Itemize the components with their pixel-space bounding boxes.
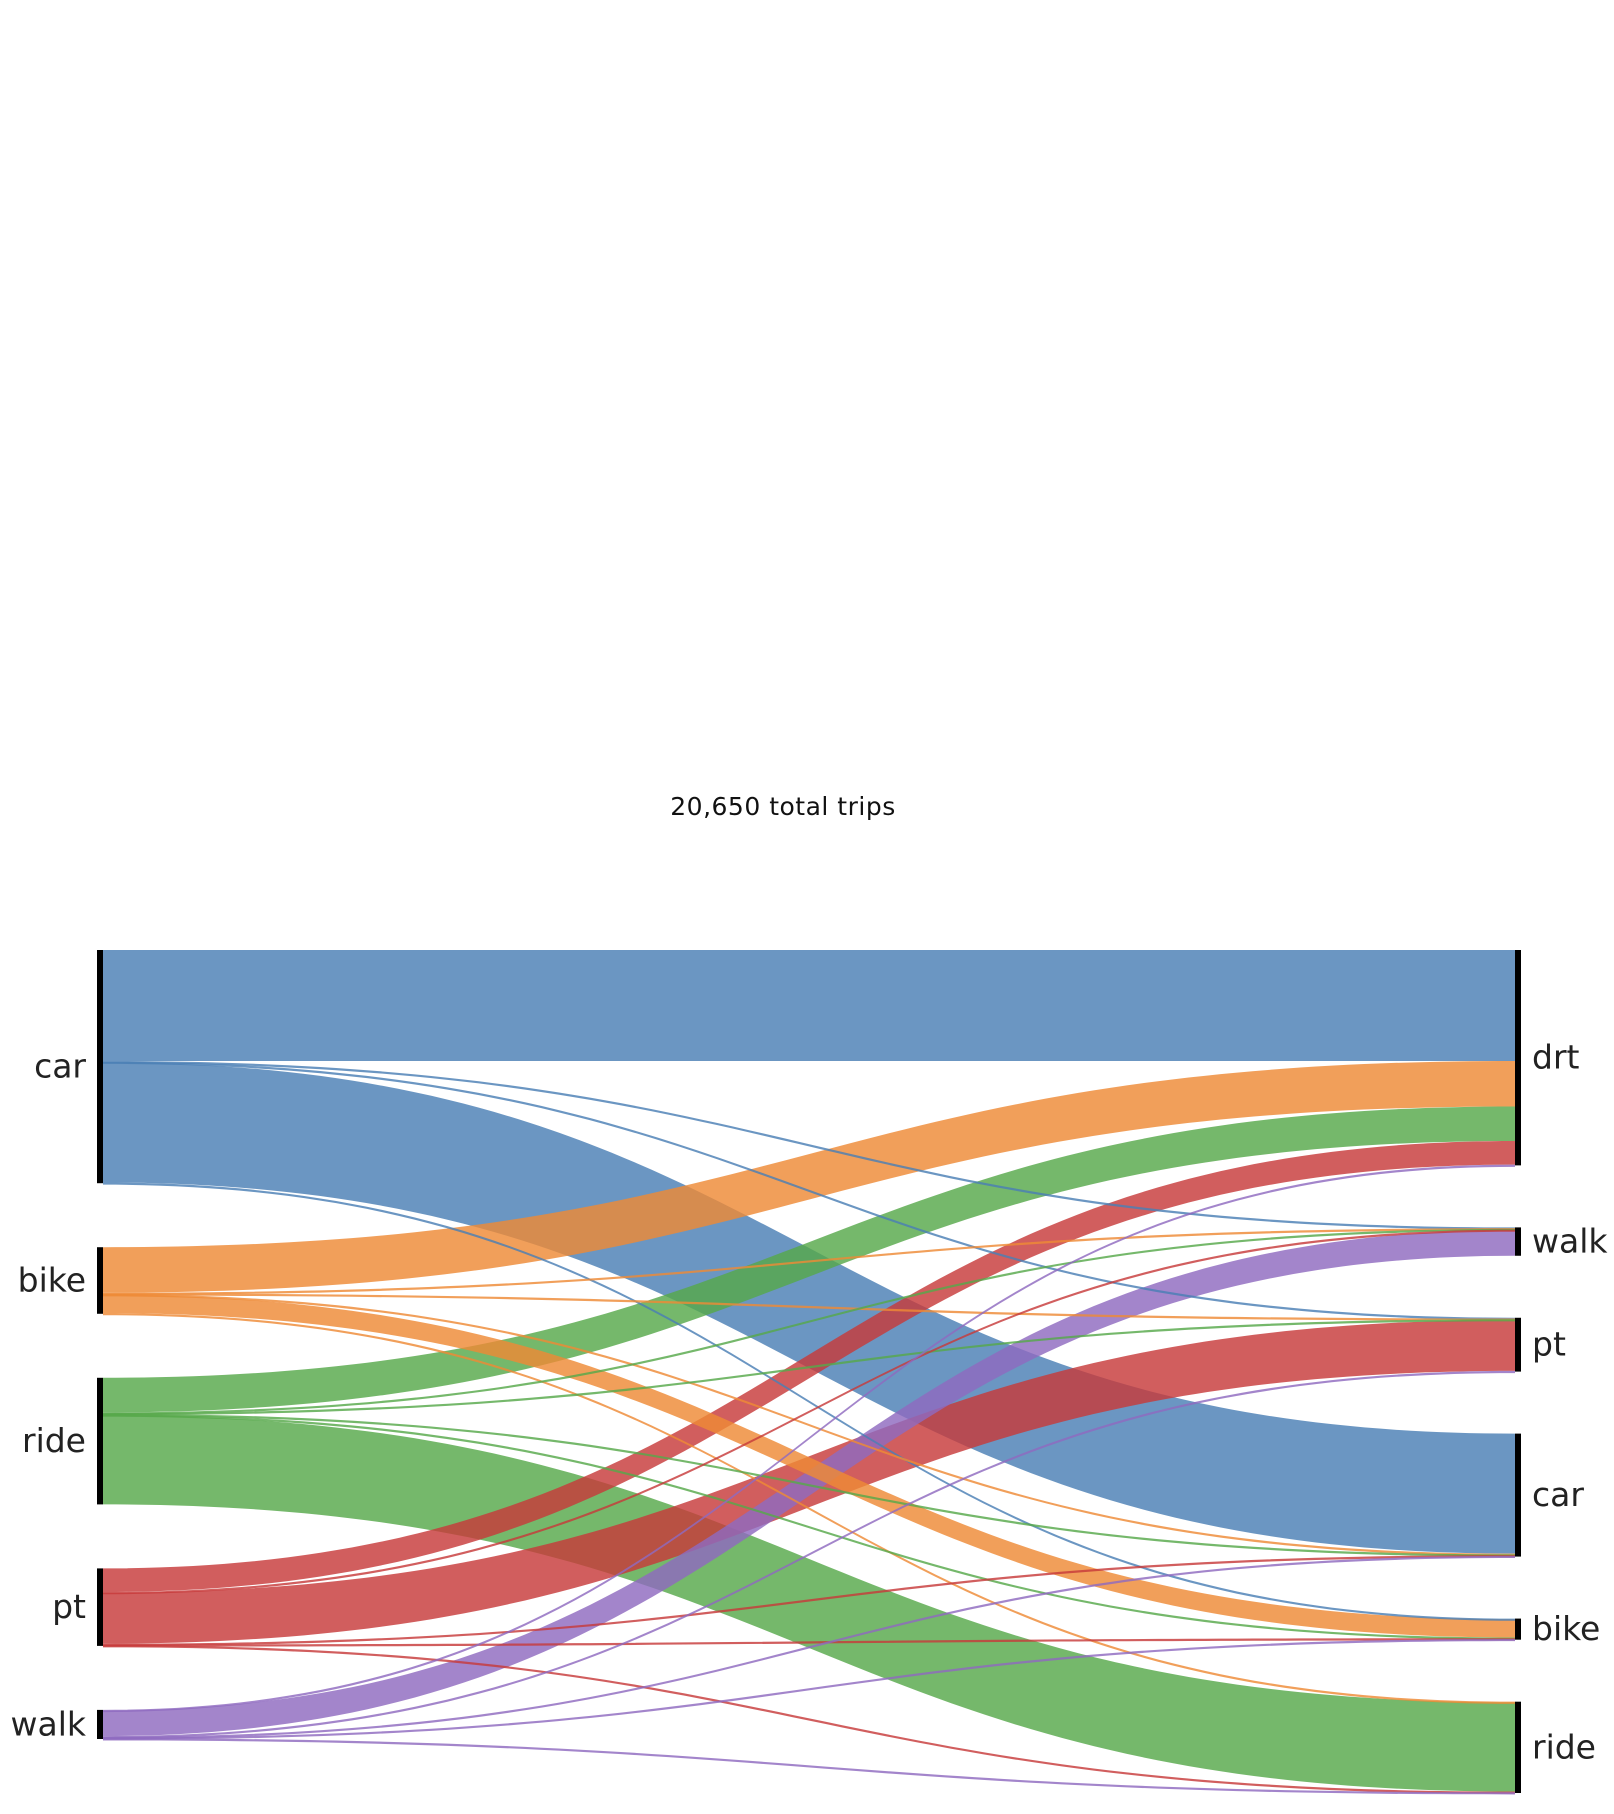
target-node-drt: [1515, 950, 1521, 1166]
link-bike-to-walk: [103, 1228, 1515, 1295]
target-node-ride: [1515, 1701, 1521, 1793]
link-walk-to-walk: [103, 1230, 1515, 1737]
chart-title: 20,650 total trips: [670, 792, 895, 821]
link-bike-to-bike: [103, 1294, 1515, 1638]
link-pt-to-car: [103, 1555, 1515, 1646]
link-walk-to-car: [103, 1555, 1515, 1740]
source-node-pt: [97, 1568, 103, 1646]
link-bike-to-car: [103, 1294, 1515, 1556]
target-label-car: car: [1532, 1475, 1584, 1514]
link-bike-to-ride: [103, 1313, 1515, 1704]
source-label-pt: pt: [52, 1587, 86, 1626]
link-pt-to-walk: [103, 1229, 1515, 1595]
source-node-car: [97, 950, 103, 1184]
source-node-walk: [97, 1709, 103, 1739]
link-bike-to-drt: [103, 1060, 1515, 1293]
link-car-to-pt: [103, 1061, 1515, 1320]
nodes-layer: [97, 950, 1521, 1793]
link-walk-to-drt: [103, 1164, 1515, 1713]
link-car-to-walk: [103, 1060, 1515, 1230]
source-label-ride: ride: [22, 1421, 86, 1460]
target-label-drt: drt: [1532, 1038, 1580, 1077]
link-pt-to-bike: [103, 1638, 1515, 1647]
target-node-bike: [1515, 1618, 1521, 1640]
links-layer: [103, 950, 1515, 1795]
target-label-pt: pt: [1532, 1325, 1566, 1364]
source-node-ride: [97, 1377, 103, 1505]
link-car-to-bike: [103, 1182, 1515, 1621]
link-car-to-drt: [103, 950, 1515, 1061]
link-ride-to-car: [103, 1413, 1515, 1557]
link-walk-to-ride: [103, 1738, 1515, 1795]
link-ride-to-pt: [103, 1319, 1515, 1416]
link-ride-to-drt: [103, 1106, 1515, 1413]
target-node-walk: [1515, 1227, 1521, 1256]
target-node-car: [1515, 1433, 1521, 1557]
source-label-car: car: [34, 1047, 86, 1086]
link-ride-to-walk: [103, 1228, 1515, 1415]
link-walk-to-bike: [103, 1638, 1515, 1740]
link-ride-to-ride: [103, 1415, 1515, 1792]
source-label-bike: bike: [18, 1261, 86, 1300]
link-ride-to-bike: [103, 1414, 1515, 1640]
target-label-bike: bike: [1532, 1609, 1600, 1648]
target-node-pt: [1515, 1317, 1521, 1372]
target-label-walk: walk: [1532, 1222, 1608, 1261]
source-label-walk: walk: [11, 1704, 87, 1743]
link-pt-to-ride: [103, 1645, 1515, 1794]
source-node-bike: [97, 1247, 103, 1314]
labels-layer: car bike ride pt walk drt walk pt car bike ride: [11, 1038, 1609, 1767]
link-walk-to-pt: [103, 1370, 1515, 1739]
link-bike-to-pt: [103, 1293, 1515, 1321]
target-label-ride: ride: [1532, 1727, 1596, 1766]
